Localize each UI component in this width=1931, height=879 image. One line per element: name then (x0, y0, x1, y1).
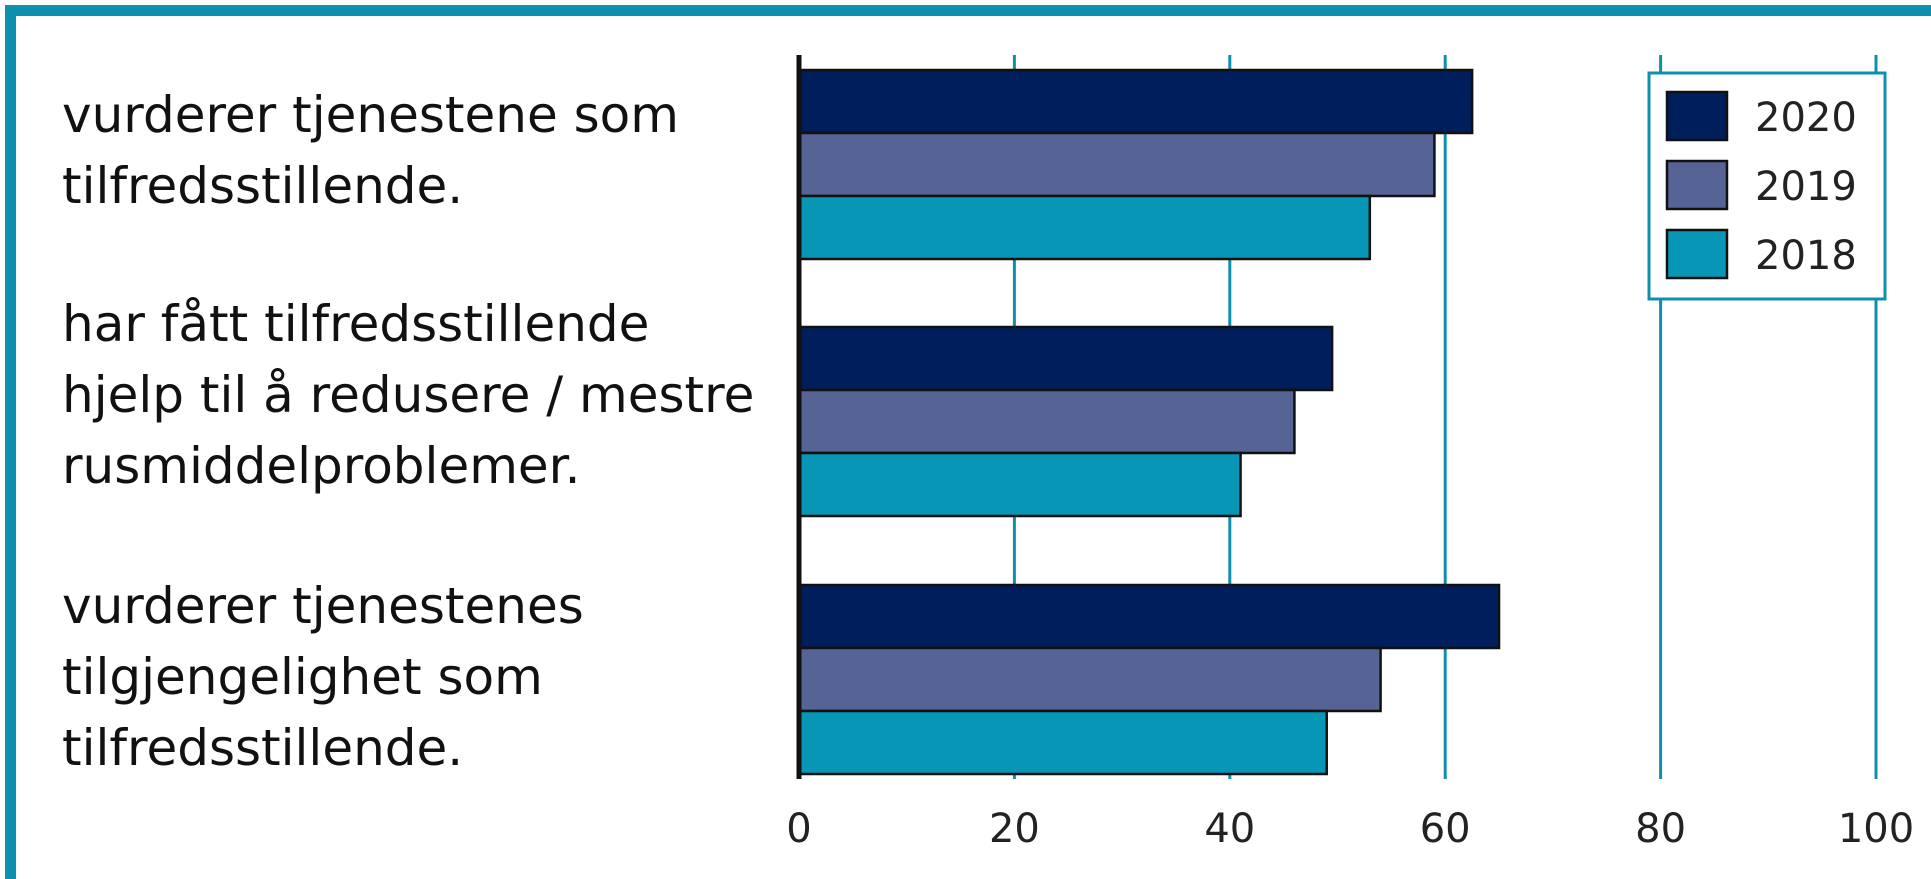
bar (797, 194, 1372, 261)
x-tick-label: 20 (989, 806, 1040, 852)
x-tick-label: 40 (1204, 806, 1255, 852)
x-tick-label: 60 (1420, 806, 1471, 852)
bar (797, 451, 1242, 518)
category-label: vurderer tjenestenes tilgjengelighet som… (62, 577, 584, 777)
bar (797, 646, 1382, 713)
legend-swatch (1665, 228, 1729, 280)
category-label: har fått tilfredsstillende hjelp til å r… (62, 295, 755, 495)
legend-label: 2019 (1755, 164, 1857, 210)
category-label: vurderer tjenestene som tilfredsstillend… (62, 86, 679, 215)
legend-swatch (1665, 159, 1729, 211)
bar (797, 325, 1334, 392)
x-tick-label: 80 (1635, 806, 1686, 852)
x-tick-label: 0 (786, 806, 811, 852)
legend-label: 2018 (1755, 233, 1857, 279)
x-tick-label: 100 (1838, 806, 1914, 852)
bar (797, 709, 1328, 776)
legend-label: 2020 (1755, 95, 1857, 141)
bar (797, 131, 1436, 198)
bar (797, 68, 1474, 135)
bar (797, 583, 1501, 650)
legend-swatch (1665, 90, 1729, 142)
bar (797, 388, 1296, 455)
